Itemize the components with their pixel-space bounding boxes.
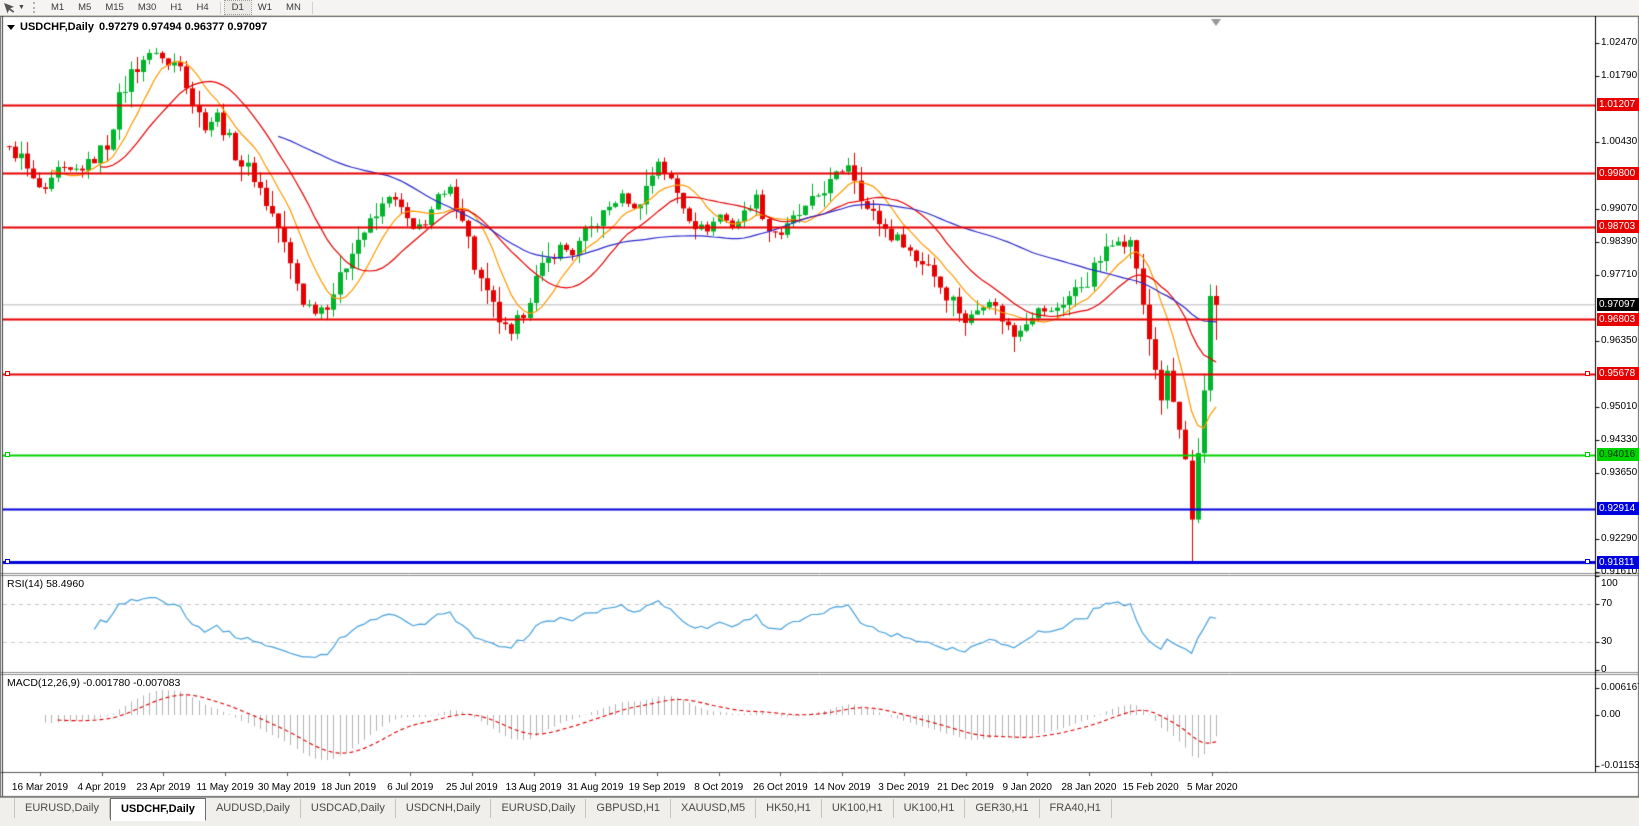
price-axis-tick: 0.96350 — [1601, 335, 1638, 347]
hline-price-chip[interactable]: 0.99800 — [1597, 166, 1639, 180]
rsi-axis-tick: 70 — [1601, 598, 1613, 610]
chart-tab-hk50-h1[interactable]: HK50,H1 — [756, 799, 822, 818]
chart-tab-eurusd-daily[interactable]: EURUSD,Daily — [15, 799, 110, 818]
timeframe-button-m1[interactable]: M1 — [50, 2, 65, 13]
macd-indicator-label: MACD(12,26,9) -0.001780 -0.007083 — [7, 677, 181, 689]
chart-tab-audusd-daily[interactable]: AUDUSD,Daily — [206, 799, 301, 818]
macd-axis-tick: 0.006167 — [1601, 681, 1639, 693]
tabbar-left-edge — [0, 798, 15, 818]
price-axis-tick: 0.95010 — [1601, 400, 1638, 412]
chart-tab-gbpusd-h1[interactable]: GBPUSD,H1 — [586, 799, 671, 818]
price-axis-tick: 0.99070 — [1601, 202, 1638, 214]
date-axis-label: 14 Nov 2019 — [813, 782, 871, 793]
rsi-axis-tick: 0 — [1601, 664, 1607, 675]
timeframe-button-mn[interactable]: MN — [286, 2, 301, 13]
timeframe-toolbar: ▼ M1 M5 M15 M30 H1 H4 D1 W1 MN — [0, 0, 1639, 16]
timeframe-button-m5[interactable]: M5 — [78, 2, 92, 13]
date-axis-label: 4 Apr 2019 — [77, 782, 126, 793]
date-axis-label: 3 Dec 2019 — [878, 782, 930, 793]
price-axis-tick: 0.91610 — [1601, 566, 1638, 578]
chart-tab-fra40-h1[interactable]: FRA40,H1 — [1040, 799, 1112, 818]
chevron-down-icon[interactable]: ▼ — [18, 4, 25, 11]
hline-price-chip[interactable]: 1.01207 — [1597, 98, 1639, 112]
hline-price-chip[interactable]: 0.95678 — [1597, 367, 1639, 381]
line-handle[interactable] — [5, 370, 10, 376]
timeframe-button-h1[interactable]: H1 — [170, 2, 183, 13]
chart-title: USDCHF,Daily 0.97279 0.97494 0.96377 0.9… — [7, 21, 267, 33]
date-axis-label: 26 Oct 2019 — [753, 782, 808, 793]
date-axis-label: 18 Jun 2019 — [320, 782, 377, 793]
date-axis-label: 13 Aug 2019 — [505, 782, 562, 793]
date-axis-label: 9 Jan 2020 — [1002, 782, 1052, 793]
price-axis-tick: 0.97710 — [1601, 268, 1638, 280]
price-axis-tick: 1.01790 — [1601, 70, 1638, 82]
timeframe-button-h4[interactable]: H4 — [196, 2, 209, 13]
price-axis-tick: 0.94330 — [1601, 433, 1638, 445]
line-handle[interactable] — [5, 559, 10, 565]
date-axis-label: 21 Dec 2019 — [937, 782, 994, 793]
toolbar-separator — [311, 1, 313, 14]
toolbar-separator — [219, 1, 221, 14]
line-handle[interactable] — [1585, 451, 1590, 457]
line-handle[interactable] — [5, 451, 10, 457]
price-chart-canvas[interactable] — [0, 16, 1639, 797]
chart-tab-uk100-h1[interactable]: UK100,H1 — [822, 799, 894, 818]
hline-price-chip[interactable]: 0.94016 — [1597, 448, 1639, 462]
rsi-axis-tick: 100 — [1601, 578, 1618, 589]
hline-price-chip[interactable]: 0.92914 — [1597, 502, 1639, 516]
date-axis-label: 15 Feb 2020 — [1122, 782, 1179, 793]
cursor-arrow-icon[interactable] — [3, 2, 17, 14]
date-axis-label: 30 May 2019 — [257, 782, 316, 793]
date-axis-label: 31 Aug 2019 — [567, 782, 624, 793]
chart-ohlc-values: 0.97279 0.97494 0.96377 0.97097 — [98, 21, 268, 33]
date-axis-label: 25 Jul 2019 — [446, 782, 498, 793]
macd-axis-tick: 0.00 — [1601, 709, 1621, 720]
hline-price-chip[interactable]: 0.98703 — [1597, 220, 1639, 234]
price-axis-tick: 1.00430 — [1601, 136, 1638, 148]
chart-tabs-bar: EURUSD,Daily USDCHF,Daily AUDUSD,Daily USDC… — [0, 797, 1639, 826]
date-axis-label: 28 Jan 2020 — [1061, 782, 1117, 793]
chart-window: USDCHF,Daily 0.97279 0.97494 0.96377 0.9… — [0, 16, 1639, 797]
chart-symbol-label: USDCHF,Daily — [20, 21, 94, 33]
date-axis-label: 16 Mar 2019 — [11, 782, 69, 793]
price-axis-tick: 0.92290 — [1601, 533, 1638, 545]
rsi-indicator-label: RSI(14) 58.4960 — [7, 578, 85, 590]
hline-price-chip[interactable]: 0.96803 — [1597, 312, 1639, 326]
date-axis-label: 23 Apr 2019 — [136, 782, 191, 793]
line-handle[interactable] — [1585, 370, 1590, 376]
price-axis-tick: 1.02470 — [1601, 37, 1638, 48]
chart-tab-uk100-h1[interactable]: UK100,H1 — [894, 799, 966, 818]
date-axis-label: 5 Mar 2020 — [1187, 782, 1238, 793]
timeframe-button-m30[interactable]: M30 — [137, 2, 157, 13]
chart-tab-xauusd-m5[interactable]: XAUUSD,M5 — [671, 799, 757, 818]
collapse-triangle-icon[interactable] — [7, 24, 15, 30]
rsi-axis-tick: 30 — [1601, 635, 1613, 647]
toolbar-grip-handle[interactable] — [32, 2, 39, 13]
hline-price-chip[interactable]: 0.91811 — [1597, 555, 1639, 569]
timeframe-button-d1[interactable]: D1 — [223, 0, 252, 15]
date-axis-label: 6 Jul 2019 — [387, 782, 434, 793]
chart-tab-ger30-h1[interactable]: GER30,H1 — [965, 799, 1040, 818]
timeframe-button-m15[interactable]: M15 — [105, 2, 124, 13]
chart-tab-usdcad-daily[interactable]: USDCAD,Daily — [301, 799, 396, 818]
date-axis-label: 8 Oct 2019 — [694, 782, 744, 793]
timeframe-button-w1[interactable]: W1 — [257, 2, 273, 13]
date-axis-label: 11 May 2019 — [196, 782, 254, 793]
chart-tab-usdcnh-daily[interactable]: USDCNH,Daily — [396, 799, 492, 818]
line-handle[interactable] — [1585, 559, 1590, 565]
price-axis-tick: 0.98390 — [1601, 235, 1638, 247]
chart-tab-usdchf-daily[interactable]: USDCHF,Daily — [109, 798, 206, 821]
chart-tab-eurusd-daily[interactable]: EURUSD,Daily — [491, 799, 587, 818]
current-price-chip: 0.97097 — [1597, 298, 1639, 312]
date-axis-label: 19 Sep 2019 — [628, 782, 686, 793]
price-axis-tick: 0.93650 — [1601, 466, 1638, 478]
